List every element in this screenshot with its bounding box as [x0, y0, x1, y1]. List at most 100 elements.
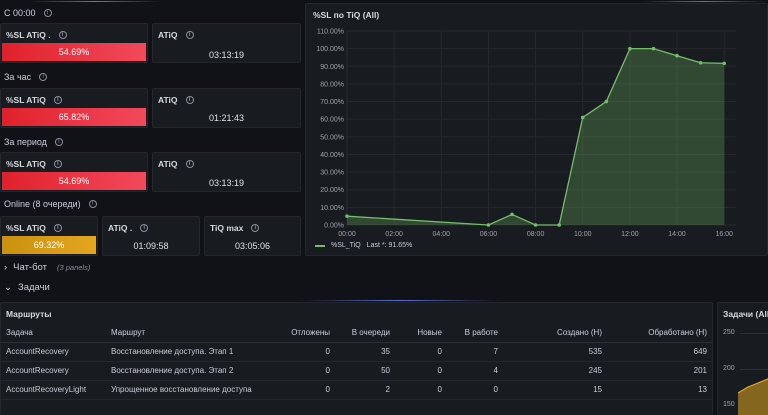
column-header[interactable]: Задача	[1, 323, 106, 343]
cell-processed: 201	[607, 361, 712, 381]
data-point	[486, 223, 491, 227]
y-tick-label: 150	[723, 401, 735, 408]
sl-atiq-panel-online[interactable]: %SL ATiQ i 69.32%	[0, 216, 98, 256]
sl-tiq-chart[interactable]: 0.00% 10.00% 20.00% 30.00% 40.00% 50.00% 60.00…	[306, 4, 768, 257]
gridline	[740, 333, 768, 334]
y-tick-label: 30.00%	[320, 170, 344, 177]
table-row[interactable]: AccountRecovery Восстановление доступа. …	[1, 361, 712, 381]
info-icon[interactable]: i	[43, 9, 52, 17]
cell-new: 0	[395, 361, 447, 381]
y-tick-label: 70.00%	[320, 99, 344, 106]
gridline	[740, 369, 768, 370]
y-tick-label: 80.00%	[320, 81, 344, 88]
routes-panel[interactable]: Маршруты Задача Маршрут Отложены В очере…	[0, 302, 713, 415]
cell-processed: 13	[607, 380, 712, 400]
data-point	[557, 223, 561, 227]
y-tick-label: 50.00%	[320, 134, 344, 141]
cell-postponed: 0	[271, 380, 335, 400]
y-tick-label: 60.00%	[320, 117, 344, 124]
data-point	[533, 223, 538, 227]
panel-glow	[640, 1, 768, 2]
cell-task: AccountRecovery	[1, 361, 106, 381]
tiq-max-panel[interactable]: TiQ max i 03:05:06	[204, 216, 301, 256]
atiq-value: 03:13:19	[208, 178, 245, 188]
column-header[interactable]: Отложены	[271, 323, 335, 343]
cell-postponed: 0	[271, 361, 335, 381]
cell-processed: 649	[607, 342, 712, 362]
info-icon[interactable]: i	[88, 200, 97, 208]
column-header[interactable]: В работе	[447, 323, 503, 343]
column-header[interactable]: Создано (Н)	[503, 323, 607, 343]
info-icon[interactable]: i	[53, 96, 62, 104]
sl-atiq-value: 54.69%	[2, 43, 146, 61]
legend-label: %SL_TiQ	[331, 242, 361, 249]
column-header[interactable]: Обработано (Н)	[607, 323, 712, 343]
sl-atiq-panel-hour[interactable]: %SL ATiQ i 65.82%	[0, 88, 148, 128]
cell-task: AccountRecovery	[1, 342, 106, 362]
sl-atiq-panel-today[interactable]: %SL ATiQ .i 54.69%	[0, 23, 148, 63]
tasks-all-panel[interactable]: Задачи (All) 250 200 150	[717, 302, 768, 415]
info-icon[interactable]: i	[58, 31, 67, 39]
cell-route: Восстановление доступа. Этап 2	[106, 361, 271, 381]
atiq-value: 01:09:58	[133, 241, 169, 251]
info-icon[interactable]: i	[185, 31, 194, 39]
column-header[interactable]: Маршрут	[106, 323, 271, 343]
row-tasks[interactable]: ⌄ Задачи	[4, 282, 50, 293]
info-icon[interactable]: i	[54, 138, 63, 146]
info-icon[interactable]: i	[53, 224, 62, 232]
tasks-area-series	[738, 378, 768, 415]
column-header[interactable]: В очереди	[335, 323, 395, 343]
y-tick-label: 100.00%	[316, 46, 344, 53]
info-icon[interactable]: i	[39, 73, 48, 81]
panel-glow	[300, 300, 500, 301]
info-icon[interactable]: i	[185, 96, 194, 104]
x-tick-label: 06:00	[480, 231, 498, 238]
section-header-last-hour: За час i	[4, 72, 48, 82]
chart-legend[interactable]: %SL_TiQ Last *: 91.65%	[315, 242, 412, 249]
cell-queued: 50	[335, 361, 395, 381]
y-tick-label: 20.00%	[320, 187, 344, 194]
cell-task: AccountRecoveryLight	[1, 380, 106, 400]
cell-new: 0	[395, 380, 447, 400]
info-icon[interactable]: i	[251, 224, 260, 232]
section-header-since-midnight: С 00:00 i	[4, 8, 52, 18]
y-tick-label: 200	[723, 365, 735, 372]
column-header[interactable]: Новые	[395, 323, 447, 343]
data-point	[628, 46, 632, 51]
y-tick-label: 10.00%	[320, 205, 344, 212]
atiq-value: 03:13:19	[208, 50, 245, 60]
sl-tiq-chart-panel[interactable]: %SL по TiQ (All) 0.00% 10.00% 20.00% 30.00%…	[305, 3, 768, 256]
cell-queued: 2	[335, 380, 395, 400]
routes-table: Задача Маршрут Отложены В очереди Новые …	[1, 323, 712, 400]
info-icon[interactable]: i	[140, 224, 149, 232]
atiq-panel-hour[interactable]: ATiQ i 01:21:43	[152, 88, 301, 128]
routes-title: Маршруты	[6, 309, 52, 319]
legend-last: Last *: 91.65%	[366, 242, 413, 249]
section-header-online: Online (8 очереди) i	[4, 199, 97, 209]
cell-created: 245	[503, 361, 607, 381]
atiq-panel-online[interactable]: ATiQ .i 01:09:58	[102, 216, 200, 256]
info-icon[interactable]: i	[53, 160, 62, 168]
row-chatbot[interactable]: › Чат-бот (3 panels)	[4, 262, 91, 273]
cell-new: 0	[395, 342, 447, 362]
data-point	[510, 212, 514, 217]
data-point	[651, 46, 656, 51]
x-tick-label: 08:00	[527, 231, 545, 238]
cell-created: 535	[503, 342, 607, 362]
table-row[interactable]: AccountRecovery Восстановление доступа. …	[1, 342, 712, 362]
y-tick-label: 110.00%	[317, 29, 344, 36]
tiq-max-value: 03:05:06	[234, 241, 271, 251]
sl-atiq-panel-period[interactable]: %SL ATiQ i 54.69%	[0, 152, 148, 192]
atiq-panel-today[interactable]: ATiQ i 03:13:19	[152, 23, 301, 63]
table-row[interactable]: AccountRecoveryLight Упрощенное восстано…	[1, 380, 712, 400]
sl-atiq-value: 69.32%	[2, 236, 96, 254]
table-header-row: Задача Маршрут Отложены В очереди Новые …	[1, 323, 712, 343]
data-point	[675, 53, 679, 58]
y-tick-label: 0.00%	[324, 223, 344, 230]
chart-title: %SL по TiQ (All)	[313, 10, 380, 20]
info-icon[interactable]: i	[185, 160, 194, 168]
atiq-panel-period[interactable]: ATiQ i 03:13:19	[152, 152, 301, 192]
series-area	[347, 48, 725, 225]
x-tick-label: 10:00	[574, 231, 592, 238]
data-point	[580, 115, 585, 120]
